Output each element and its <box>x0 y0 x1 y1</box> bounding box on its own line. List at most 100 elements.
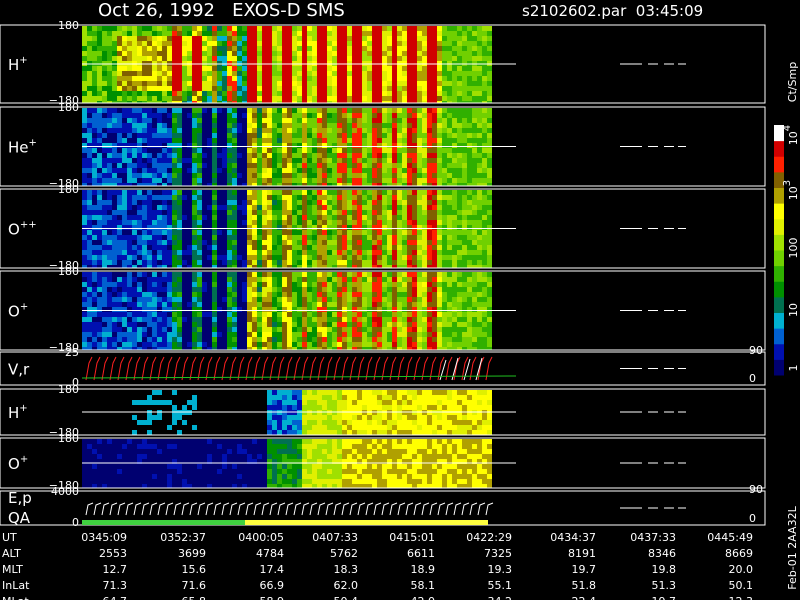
spectrogram-cell <box>367 173 372 178</box>
spectrogram-cell <box>347 230 352 235</box>
spectrogram-cell <box>87 337 92 342</box>
spectrogram-cell <box>192 101 197 103</box>
spectrogram-cell <box>337 215 342 220</box>
spectrogram-cell <box>352 200 357 205</box>
spectrogram-cell <box>282 250 287 255</box>
spectrogram-cell <box>262 235 267 240</box>
spectrogram-cell <box>297 235 302 240</box>
spectrogram-cell <box>322 302 327 307</box>
spectrogram-cell <box>162 210 167 215</box>
spectrogram-cell <box>182 342 187 347</box>
spectrogram-cell <box>132 250 137 255</box>
spectrogram-cell <box>152 123 157 128</box>
spectrogram-cell <box>187 158 192 163</box>
spectrogram-cell <box>232 210 237 215</box>
spectrogram-cell <box>242 297 247 302</box>
spectrogram-cell <box>437 168 442 173</box>
spectrogram-cell <box>92 312 97 317</box>
spectrogram-cell <box>162 347 167 350</box>
spectrogram-cell <box>87 220 92 225</box>
spectrogram-cell <box>232 46 237 51</box>
spectrogram-cell <box>302 220 307 225</box>
spectrogram-cell <box>222 36 227 41</box>
spectrogram-cell <box>192 230 197 235</box>
spectrogram-cell <box>307 138 312 143</box>
spectrogram-cell <box>87 91 92 96</box>
spectrogram-cell <box>332 123 337 128</box>
spectrogram-cell <box>277 46 282 51</box>
spectrogram-cell <box>377 287 382 292</box>
spectrogram-cell <box>142 322 147 327</box>
spectrogram-cell <box>462 51 467 56</box>
spectrogram-cell <box>292 46 297 51</box>
spectrogram-cell <box>142 297 147 302</box>
spectrogram-cell <box>127 26 132 31</box>
spectrogram-cell <box>292 250 297 255</box>
spectrogram-cell <box>167 86 172 91</box>
spectrogram-cell <box>257 235 262 240</box>
spectrogram-cell <box>272 250 277 255</box>
spectrogram-cell <box>87 46 92 51</box>
spectrogram-cell <box>292 265 297 268</box>
spectrogram-cell <box>357 138 362 143</box>
spectrogram-cell <box>437 108 442 113</box>
spectrogram-cell <box>457 118 462 123</box>
spectrogram-cell <box>162 26 167 31</box>
spectrogram-cell <box>452 123 457 128</box>
spectrogram-cell <box>257 277 262 282</box>
spectrogram-cell <box>207 307 212 312</box>
spectrogram-cell <box>242 91 247 96</box>
spectrogram-cell <box>372 56 377 61</box>
spectrogram-cell <box>437 41 442 46</box>
spectrogram-cell <box>117 31 122 36</box>
spectrogram-cell <box>87 163 92 168</box>
spectrogram-cell <box>327 342 332 347</box>
spectrogram-cell <box>232 168 237 173</box>
spectrogram-cell <box>192 31 197 36</box>
spectrogram-cell <box>407 220 412 225</box>
spectrogram-cell <box>132 312 137 317</box>
spectrogram-cell <box>267 190 272 195</box>
spectrogram-cell <box>107 183 112 186</box>
spectrogram-cell <box>392 337 397 342</box>
spectrogram-cell <box>312 168 317 173</box>
spectrogram-cell <box>232 96 237 101</box>
spectrogram-cell <box>212 133 217 138</box>
spectrogram-cell <box>472 230 477 235</box>
spectrogram-cell <box>442 76 447 81</box>
spectrogram-cell <box>92 292 97 297</box>
spectrogram-cell <box>462 230 467 235</box>
spectrogram-cell <box>137 143 142 148</box>
spectrogram-cell <box>107 297 112 302</box>
spectrogram-cell <box>127 138 132 143</box>
spectrogram-cell <box>347 220 352 225</box>
spectrogram-cell <box>487 36 492 41</box>
spectrogram-cell <box>312 86 317 91</box>
spectrogram-cell <box>212 71 217 76</box>
spectrogram-cell <box>267 31 272 36</box>
spectrogram-cell <box>192 255 197 260</box>
spectrogram-cell <box>102 143 107 148</box>
spectrogram-cell <box>362 230 367 235</box>
spectrogram-cell <box>237 36 242 41</box>
spectrogram-cell <box>112 312 117 317</box>
spectrogram-cell <box>177 143 182 148</box>
spectrogram-cell <box>317 56 322 61</box>
spectrogram-cell <box>222 287 227 292</box>
spectrogram-cell <box>232 41 237 46</box>
spectrogram-cell <box>137 56 142 61</box>
spectrogram-cell <box>482 138 487 143</box>
spectrogram-cell <box>197 108 202 113</box>
spectrogram-cell <box>272 230 277 235</box>
spectrogram-cell <box>137 215 142 220</box>
spectrogram-cell <box>197 250 202 255</box>
spectrogram-cell <box>422 91 427 96</box>
spectrogram-cell <box>112 347 117 350</box>
spectrogram-cell <box>97 153 102 158</box>
spectrogram-cell <box>207 101 212 103</box>
spectrogram-cell <box>112 327 117 332</box>
spectrogram-cell <box>407 81 412 86</box>
spectrogram-cell <box>407 195 412 200</box>
spectrogram-cell <box>87 272 92 277</box>
spectrogram-cell <box>252 143 257 148</box>
